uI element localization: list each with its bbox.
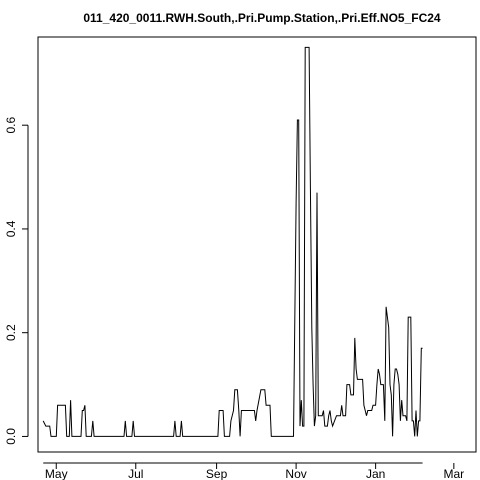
x-tick-label: Jul: [128, 467, 143, 480]
x-tick-label: Nov: [285, 467, 306, 480]
x-tick-label: Mar: [444, 467, 465, 480]
y-tick-label: 0.2: [4, 324, 18, 341]
x-tick-label: May: [45, 467, 68, 480]
x-tick-label: Sep: [206, 467, 228, 480]
y-axis: 0.0 0.2 0.4 0.6: [4, 117, 29, 445]
plot-frame: [37, 36, 477, 453]
x-tick-label: Jan: [366, 467, 385, 480]
x-axis: May Jul Sep Nov Jan Mar: [43, 462, 465, 480]
y-tick-label: 0.0: [4, 428, 18, 445]
series-line: [42, 46, 423, 437]
y-tick-label: 0.4: [4, 220, 18, 237]
chart-title: 011_420_0011.RWH.South,.Pri.Pump.Station…: [83, 11, 441, 25]
y-tick-label: 0.6: [4, 117, 18, 134]
